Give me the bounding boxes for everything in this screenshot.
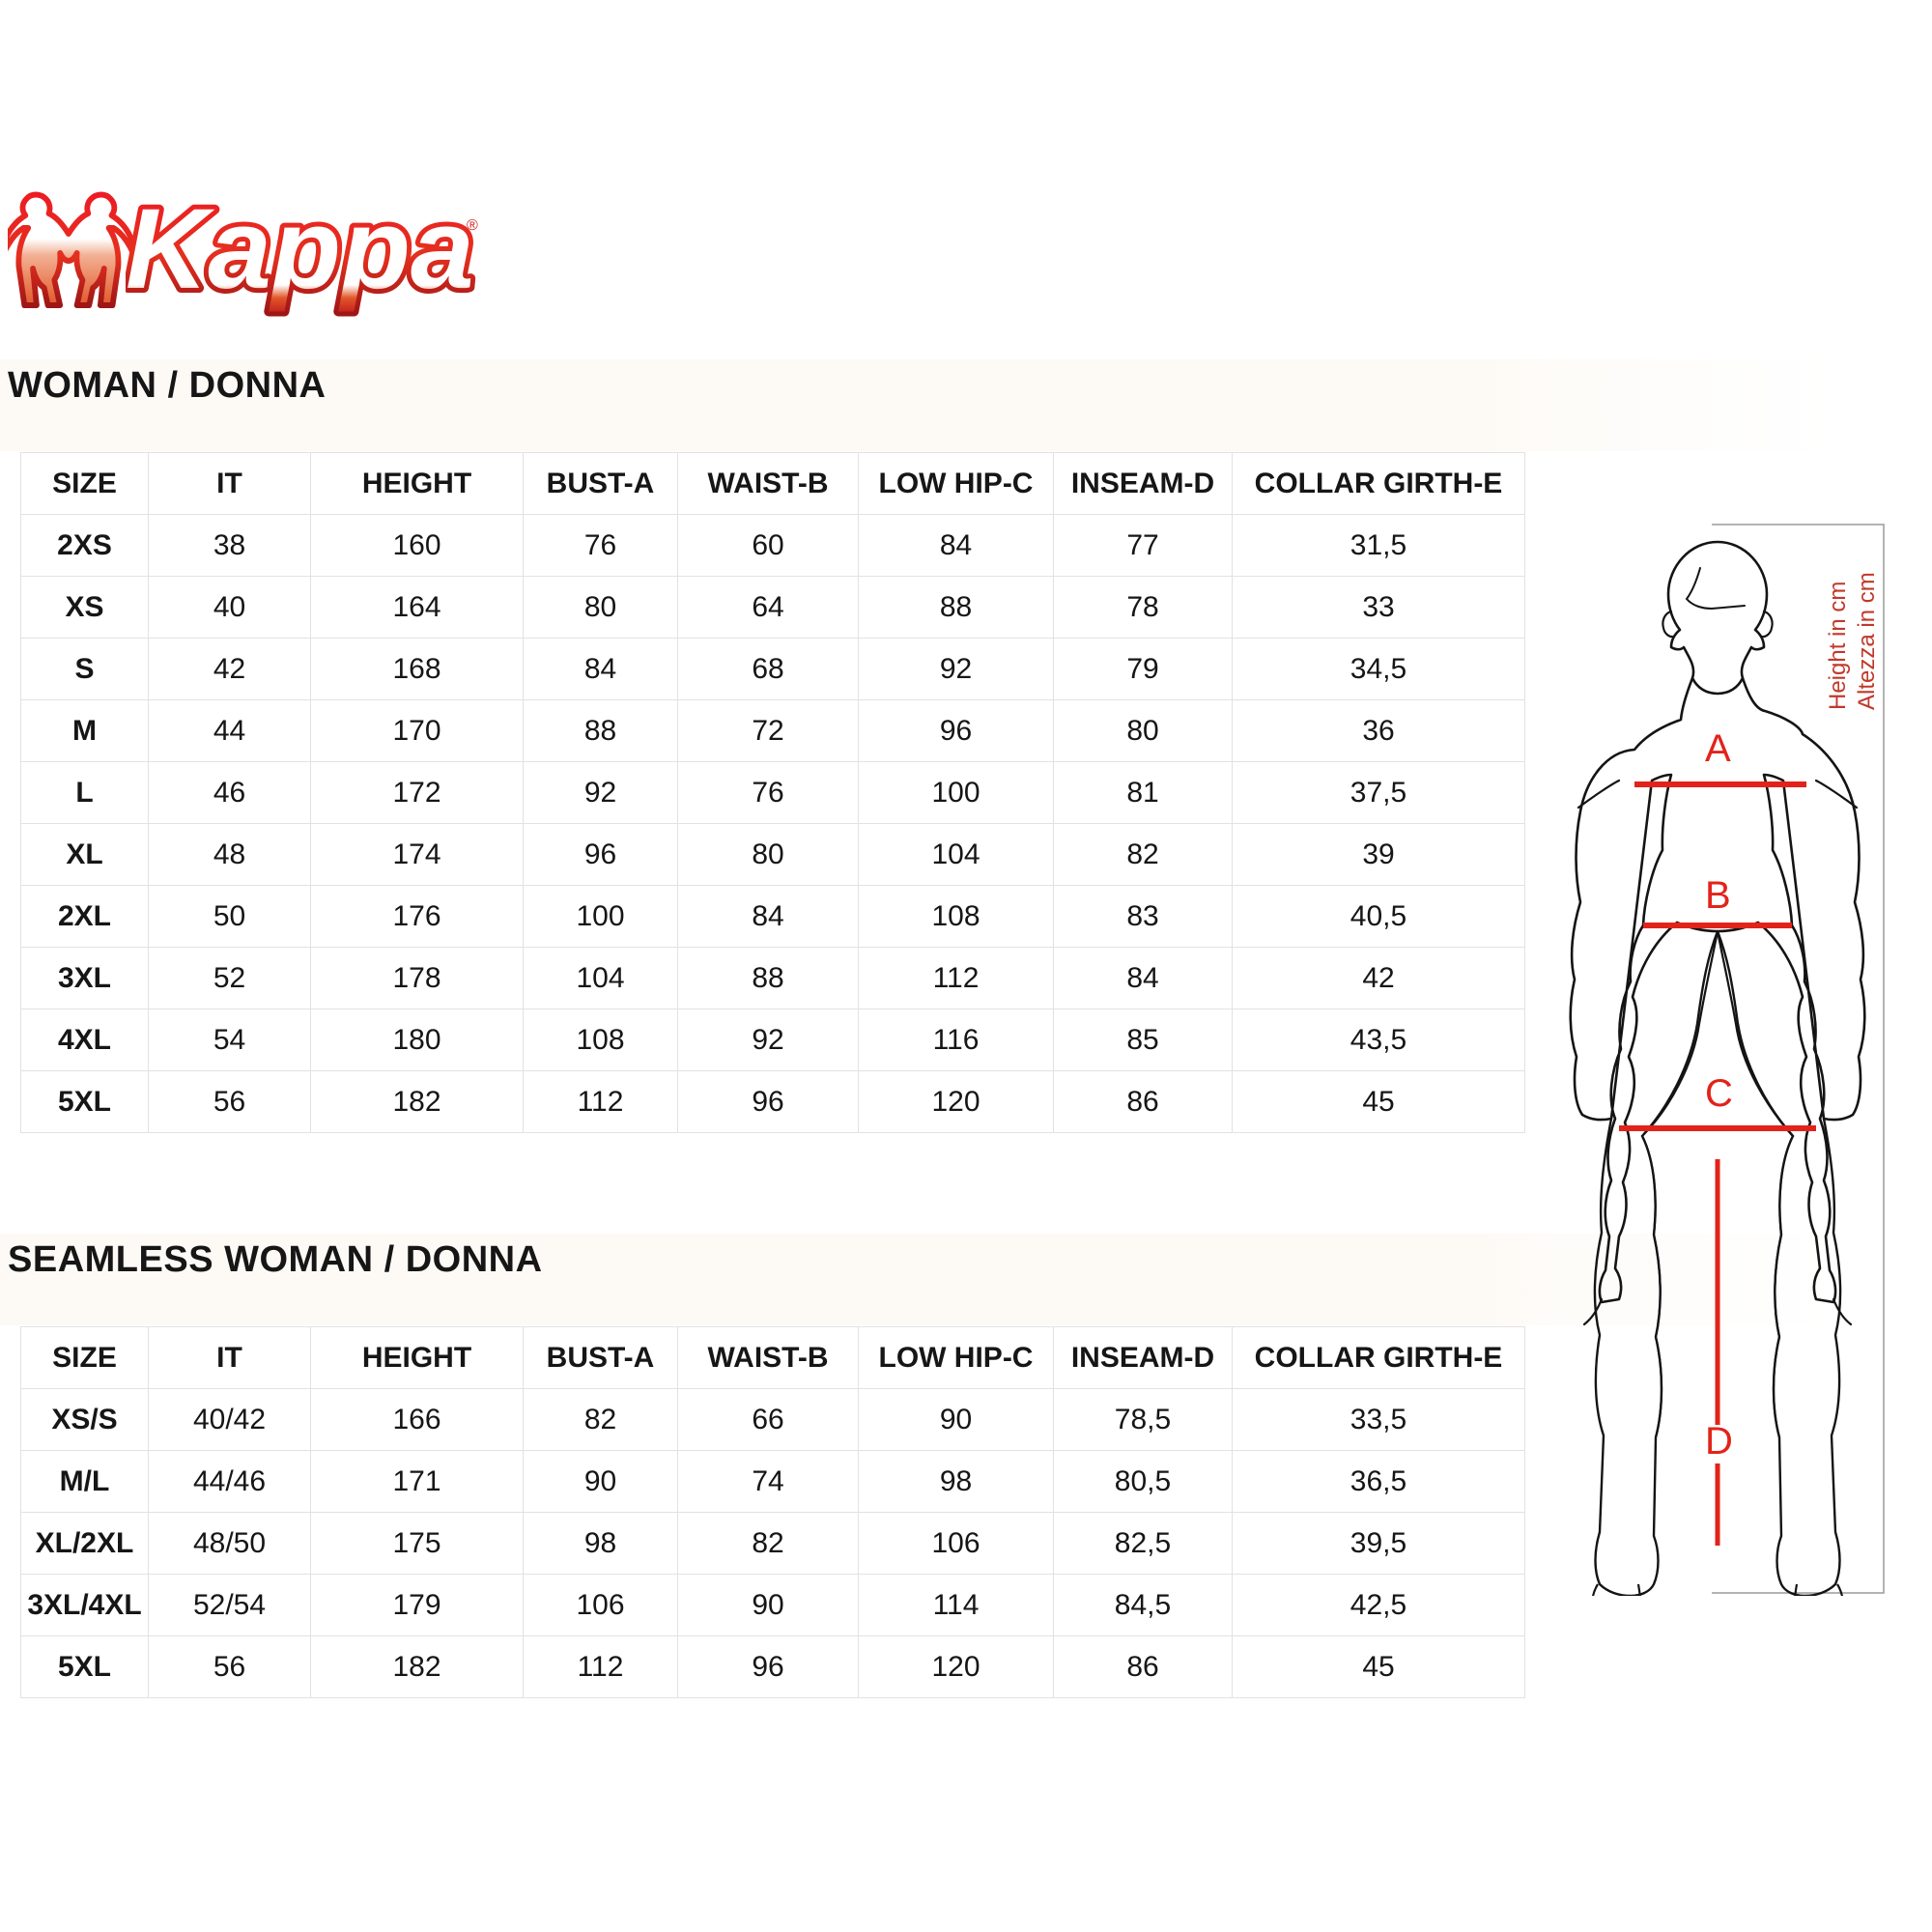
svg-text:A: A	[1705, 727, 1731, 770]
svg-text:B: B	[1705, 874, 1731, 917]
svg-text:®: ®	[467, 217, 478, 234]
svg-text:Altezza in cm: Altezza in cm	[1854, 572, 1880, 710]
svg-text:C: C	[1705, 1072, 1733, 1115]
svg-text:Height in cm: Height in cm	[1825, 582, 1851, 710]
svg-text:D: D	[1705, 1420, 1733, 1463]
svg-text:Kappa: Kappa	[126, 191, 474, 313]
